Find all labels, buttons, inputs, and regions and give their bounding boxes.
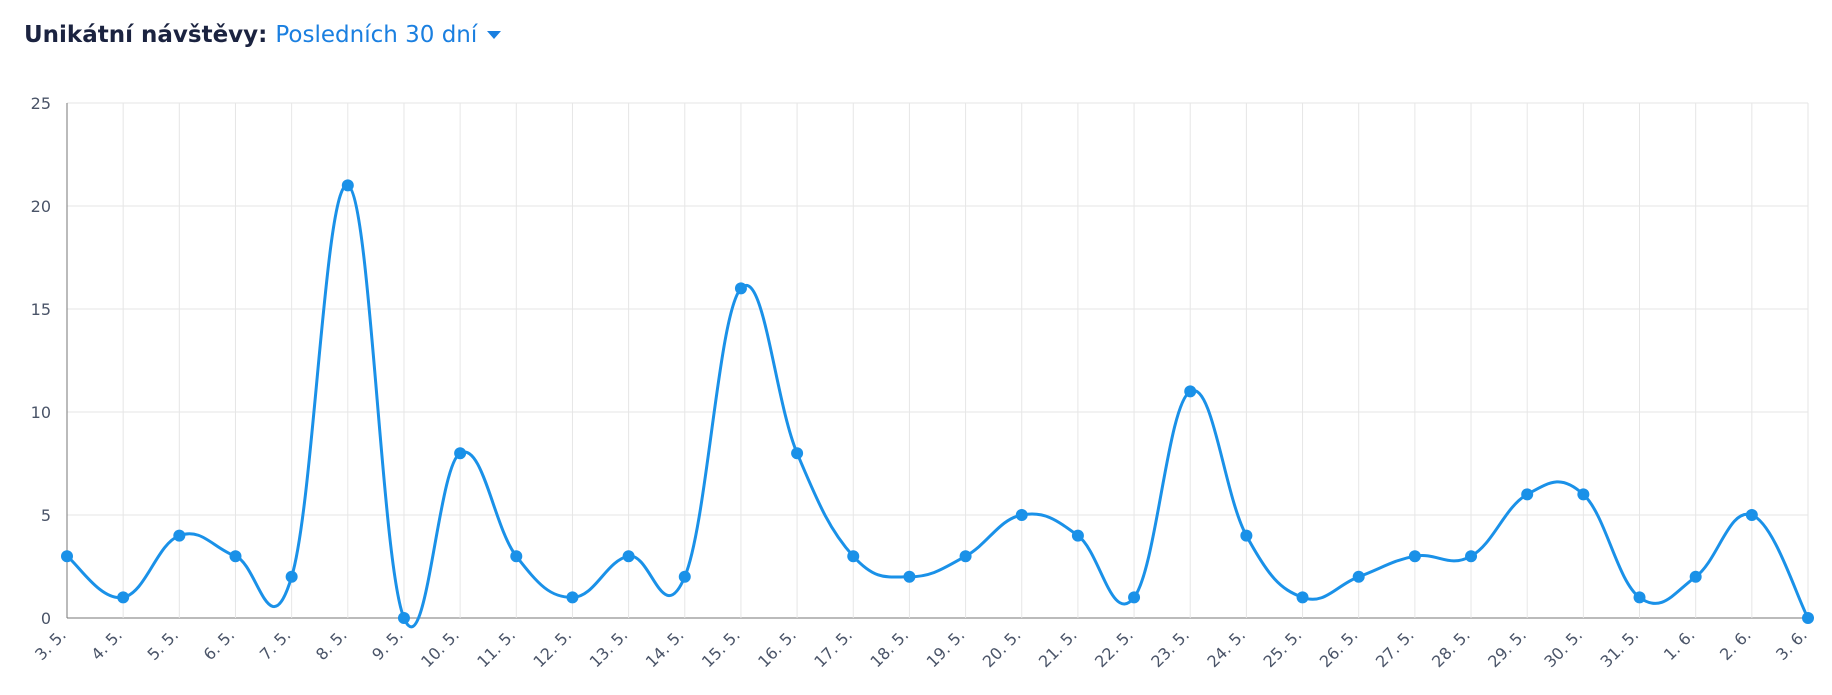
x-tick-label: 4. 5. [87, 625, 126, 664]
point [1689, 570, 1702, 583]
point [341, 179, 354, 192]
point [229, 550, 242, 563]
point [397, 612, 410, 624]
y-tick-label: 20 [31, 197, 51, 216]
point [678, 570, 691, 583]
point [734, 282, 747, 295]
point [173, 529, 186, 542]
point [117, 591, 130, 604]
x-tick-label: 23. 5. [1147, 625, 1193, 671]
point [1015, 509, 1028, 521]
x-tick-label: 19. 5. [923, 625, 969, 671]
x-tick-label: 22. 5. [1091, 625, 1137, 671]
point [1408, 550, 1421, 563]
dropdown-caret[interactable] [487, 30, 502, 40]
point [1465, 550, 1478, 563]
chart-title: Unikátní návštěvy: [24, 22, 268, 48]
x-tick-label: 21. 5. [1035, 625, 1081, 671]
y-tick-label: 0 [41, 609, 51, 628]
point [510, 550, 523, 563]
point [1184, 385, 1197, 398]
point [1071, 529, 1084, 542]
x-tick-label: 17. 5. [810, 625, 856, 671]
point [454, 447, 467, 460]
x-tick-label: 3. 5. [31, 625, 70, 664]
x-tick-label: 3. 6. [1772, 625, 1811, 664]
point [1633, 591, 1646, 604]
line [66, 183, 1810, 629]
point [285, 570, 298, 583]
point [1745, 509, 1758, 521]
x-tick-label: 31. 5. [1597, 625, 1643, 671]
point [1296, 591, 1309, 604]
point [61, 550, 73, 563]
point [566, 591, 579, 604]
x-tick-label: 6. 5. [200, 625, 239, 664]
y-tick-label: 10 [31, 403, 51, 422]
point [847, 550, 860, 563]
point [1521, 488, 1534, 501]
x-tick-label: 28. 5. [1428, 625, 1474, 671]
header: Unikátní návštěvy: Posledních 30 dní [24, 22, 502, 48]
point [622, 550, 635, 563]
x-tick-label: 9. 5. [368, 625, 407, 664]
x-tick-label: 12. 5. [529, 625, 575, 671]
x-tick-label: 1. 6. [1660, 625, 1699, 664]
x-tick-label: 26. 5. [1316, 625, 1362, 671]
y-tick-label: 25 [31, 94, 51, 113]
x-tick-label: 7. 5. [256, 625, 295, 664]
y-tick-label: 5 [41, 506, 51, 525]
x-tick-label: 18. 5. [866, 625, 912, 671]
x-tick-label: 14. 5. [642, 625, 688, 671]
x-tick-label: 29. 5. [1484, 625, 1530, 671]
x-tick-label: 20. 5. [979, 625, 1025, 671]
point [791, 447, 804, 460]
x-tick-label: 16. 5. [754, 625, 800, 671]
x-tick-label: 2. 6. [1716, 625, 1755, 664]
point [959, 550, 972, 563]
x-tick-label: 5. 5. [144, 625, 183, 664]
period-dropdown[interactable]: Posledních 30 dní [275, 22, 502, 48]
x-tick-label: 24. 5. [1203, 625, 1249, 671]
x-tick-label: 10. 5. [417, 625, 463, 671]
x-tick-label: 13. 5. [586, 625, 632, 671]
point [1352, 570, 1365, 583]
point [903, 570, 916, 583]
x-tick-label: 27. 5. [1372, 625, 1418, 671]
point [1802, 612, 1814, 624]
y-tick-label: 15 [31, 300, 51, 319]
x-tick-label: 8. 5. [312, 625, 351, 664]
point [1577, 488, 1590, 501]
point [1128, 591, 1141, 604]
x-tick-label: 25. 5. [1260, 625, 1306, 671]
point [1240, 529, 1253, 542]
period-label[interactable]: Posledních 30 dní [275, 22, 478, 48]
x-tick-label: 15. 5. [698, 625, 744, 671]
x-tick-label: 11. 5. [473, 625, 519, 671]
x-tick-label: 30. 5. [1540, 625, 1586, 671]
